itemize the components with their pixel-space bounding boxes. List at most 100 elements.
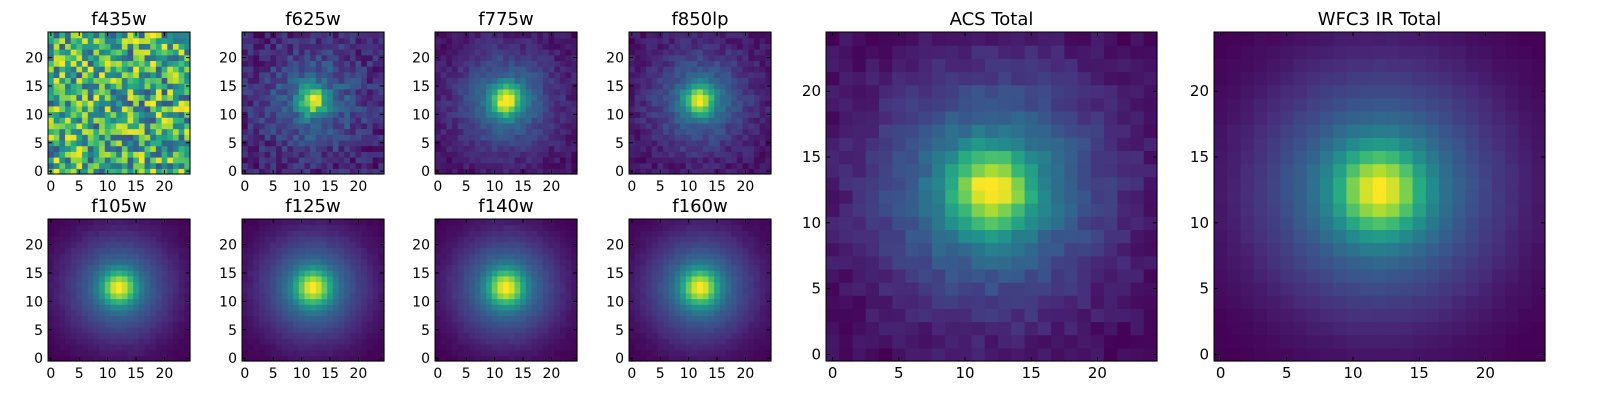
heatmap-cell xyxy=(565,49,572,56)
heatmap-cell xyxy=(264,326,271,334)
heatmap-cell xyxy=(559,292,567,300)
heatmap-cell xyxy=(634,326,641,334)
heatmap-cell xyxy=(327,66,334,73)
heatmap-cell xyxy=(736,83,744,90)
heatmap-cell xyxy=(133,349,140,356)
heatmap-cell xyxy=(116,349,123,356)
heatmap-cell xyxy=(469,156,476,164)
heatmap-cell xyxy=(486,37,493,44)
heatmap-cell xyxy=(731,309,738,317)
heatmap-cell xyxy=(651,111,658,118)
heatmap-cell xyxy=(99,60,106,67)
heatmap-cell xyxy=(503,349,510,356)
heatmap-cell xyxy=(150,83,157,90)
heatmap-cell xyxy=(514,321,521,328)
heatmap-cell xyxy=(172,236,180,243)
heatmap-cell xyxy=(178,253,185,260)
heatmap-cell xyxy=(452,162,459,169)
heatmap-cell xyxy=(349,168,357,175)
heatmap-cell xyxy=(525,219,533,226)
heatmap-cell xyxy=(110,156,117,164)
heatmap-cell xyxy=(87,71,95,79)
heatmap-cell xyxy=(349,128,357,135)
heatmap-cell xyxy=(548,304,555,311)
heatmap-cell xyxy=(332,117,340,124)
heatmap-cell xyxy=(332,139,340,147)
heatmap-cell xyxy=(327,281,334,288)
heatmap-cell xyxy=(355,111,362,118)
heatmap-cell xyxy=(127,105,134,113)
heatmap-cell xyxy=(253,139,260,147)
heatmap-cell xyxy=(629,349,636,356)
heatmap-cell xyxy=(48,315,55,322)
heatmap-cell xyxy=(708,321,715,328)
heatmap-cell xyxy=(491,105,499,113)
heatmap-cell xyxy=(161,264,168,271)
heatmap-cell xyxy=(315,241,323,248)
heatmap-cell xyxy=(634,309,641,317)
heatmap-cell xyxy=(155,105,163,113)
heatmap-cell xyxy=(525,54,533,61)
heatmap-cell xyxy=(116,321,123,328)
heatmap-cell xyxy=(559,343,567,351)
heatmap-cell xyxy=(680,105,687,113)
heatmap-cell xyxy=(65,355,72,362)
heatmap-cell xyxy=(531,32,538,39)
heatmap-cell xyxy=(554,241,561,248)
heatmap-cell xyxy=(691,349,698,356)
heatmap-cell xyxy=(714,304,721,311)
heatmap-cell xyxy=(565,355,572,362)
heatmap-cell xyxy=(708,309,715,317)
heatmap-cell xyxy=(144,128,151,135)
heatmap-cell xyxy=(184,88,191,96)
heatmap-cell xyxy=(138,258,146,266)
heatmap-cell xyxy=(508,349,516,356)
heatmap-cell xyxy=(731,134,738,141)
heatmap-cell xyxy=(133,139,140,147)
heatmap-cell xyxy=(361,275,368,283)
heatmap-cell xyxy=(629,338,636,345)
heatmap-cell xyxy=(178,258,185,266)
heatmap-cell xyxy=(65,349,72,356)
heatmap-cell xyxy=(327,139,334,147)
heatmap-cell xyxy=(144,117,151,124)
heatmap-cell xyxy=(264,54,271,61)
heatmap-cell xyxy=(765,281,772,288)
heatmap-cell xyxy=(53,292,60,300)
heatmap-cell xyxy=(440,100,447,107)
heatmap-cell xyxy=(463,281,470,288)
heatmap-cell xyxy=(542,100,550,107)
heatmap-cell xyxy=(691,139,698,147)
heatmap-cell xyxy=(366,236,374,243)
heatmap-cell xyxy=(53,100,60,107)
heatmap-cell xyxy=(184,287,191,294)
heatmap-cell xyxy=(304,326,311,334)
heatmap-cell xyxy=(144,292,151,300)
heatmap-cell xyxy=(742,105,749,113)
heatmap-cell xyxy=(680,298,687,305)
heatmap-cell xyxy=(144,139,151,147)
heatmap-cell xyxy=(127,292,134,300)
heatmap-cell xyxy=(155,298,163,305)
heatmap-cell xyxy=(259,71,266,79)
heatmap-cell xyxy=(680,134,687,141)
heatmap-cell xyxy=(310,355,317,362)
heatmap-cell xyxy=(646,292,653,300)
heatmap-cell xyxy=(753,32,761,39)
heatmap-cell xyxy=(719,145,727,152)
heatmap-cell xyxy=(480,66,487,73)
heatmap-cell xyxy=(247,241,254,248)
heatmap-cell xyxy=(714,309,721,317)
heatmap-cell xyxy=(116,253,123,260)
heatmap-cell xyxy=(87,343,95,351)
heatmap-cell xyxy=(497,151,504,158)
heatmap-cell xyxy=(435,162,442,169)
heatmap-cell xyxy=(668,270,676,277)
heatmap-cell xyxy=(259,309,266,317)
heatmap-cell xyxy=(264,60,271,67)
heatmap-cell xyxy=(440,66,447,73)
heatmap-cell xyxy=(463,128,470,135)
heatmap-cell xyxy=(59,43,66,50)
heatmap-cell xyxy=(121,304,129,311)
heatmap-cell xyxy=(474,66,482,73)
